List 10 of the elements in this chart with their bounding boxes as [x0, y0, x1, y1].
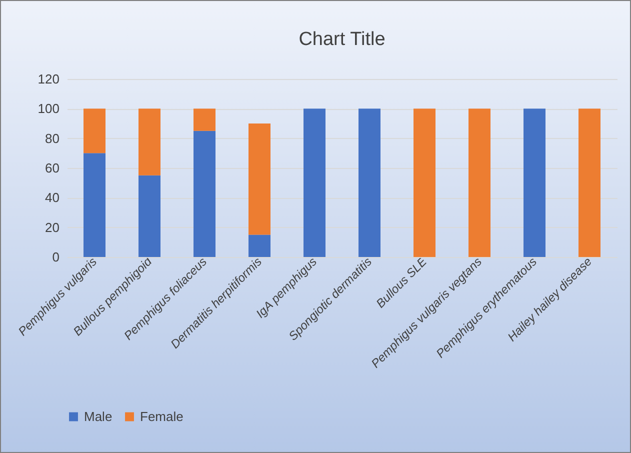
legend-label: Female: [140, 408, 184, 424]
legend-label: Male: [84, 408, 112, 424]
y-tick-label: 20: [45, 220, 60, 235]
y-tick-label: 100: [38, 101, 60, 116]
y-tick-label: 120: [38, 72, 60, 86]
y-tick-label: 80: [45, 130, 60, 146]
y-tick-label: 0: [52, 250, 60, 264]
chart-title: Chart Title: [298, 29, 386, 50]
y-tick-label: 40: [45, 190, 60, 206]
y-tick-label: 60: [45, 160, 60, 176]
